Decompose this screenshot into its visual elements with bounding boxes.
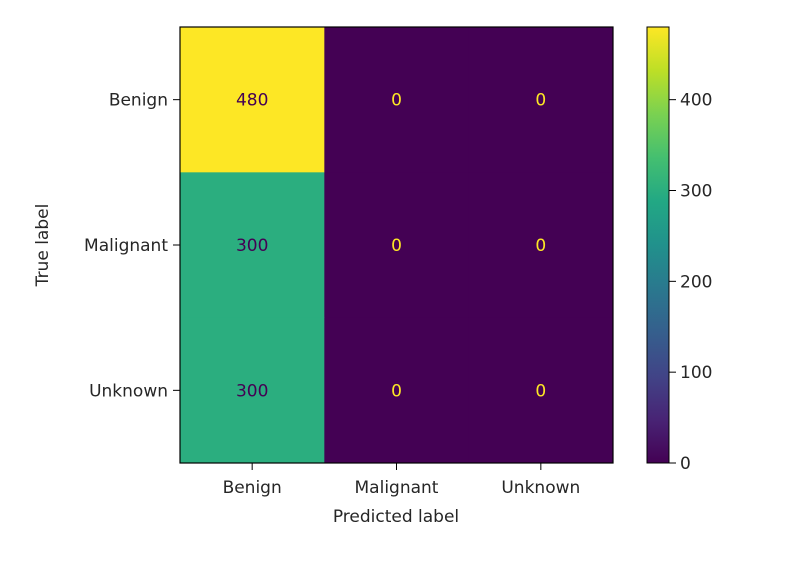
heatmap-cell-r1-c1 bbox=[324, 172, 470, 319]
colorbar-tick-label: 0 bbox=[680, 454, 691, 474]
colorbar bbox=[646, 26, 670, 464]
colorbar-tick-label: 100 bbox=[680, 363, 712, 383]
x-axis-ticks: Benign Malignant Unknown bbox=[223, 463, 580, 498]
colorbar-tick-label: 300 bbox=[680, 182, 712, 202]
cell-value-label: 0 bbox=[535, 381, 546, 401]
cell-value-label: 300 bbox=[236, 381, 268, 401]
heatmap-cell-r2-c1 bbox=[324, 317, 470, 464]
x-tick-label: Benign bbox=[223, 478, 282, 498]
heatmap-cell-r0-c2 bbox=[468, 27, 614, 173]
cell-labels: 480 0 0 300 0 0 300 0 0 bbox=[236, 91, 546, 402]
y-tick-label: Unknown bbox=[89, 381, 168, 401]
colorbar-tick-label: 200 bbox=[680, 272, 712, 292]
x-axis-label: Predicted label bbox=[333, 507, 459, 527]
y-axis-label: True label bbox=[33, 204, 53, 288]
cell-value-label: 0 bbox=[391, 381, 402, 401]
heatmap-cell-r0-c0 bbox=[180, 27, 325, 173]
cell-value-label: 300 bbox=[236, 236, 268, 256]
x-tick-label: Malignant bbox=[355, 478, 439, 498]
heatmap-cells bbox=[180, 27, 614, 464]
heatmap-cell-r1-c0 bbox=[180, 172, 325, 319]
heatmap-cell-r2-c2 bbox=[468, 317, 614, 464]
cell-value-label: 480 bbox=[236, 91, 268, 111]
heatmap-cell-r0-c1 bbox=[324, 27, 470, 173]
x-tick-label: Unknown bbox=[501, 478, 580, 498]
heatmap-cell-r1-c2 bbox=[468, 172, 614, 319]
cell-value-label: 0 bbox=[391, 91, 402, 111]
heatmap-cell-r2-c0 bbox=[180, 317, 325, 464]
y-tick-label: Malignant bbox=[84, 236, 168, 256]
y-axis-ticks: Benign Malignant Unknown bbox=[84, 91, 180, 401]
y-tick-label: Benign bbox=[109, 91, 168, 111]
cell-value-label: 0 bbox=[535, 91, 546, 111]
cell-value-label: 0 bbox=[391, 236, 402, 256]
cell-value-label: 0 bbox=[535, 236, 546, 256]
colorbar-ticks: 0 100 200 300 400 bbox=[669, 91, 712, 474]
colorbar-tick-label: 400 bbox=[680, 91, 712, 111]
